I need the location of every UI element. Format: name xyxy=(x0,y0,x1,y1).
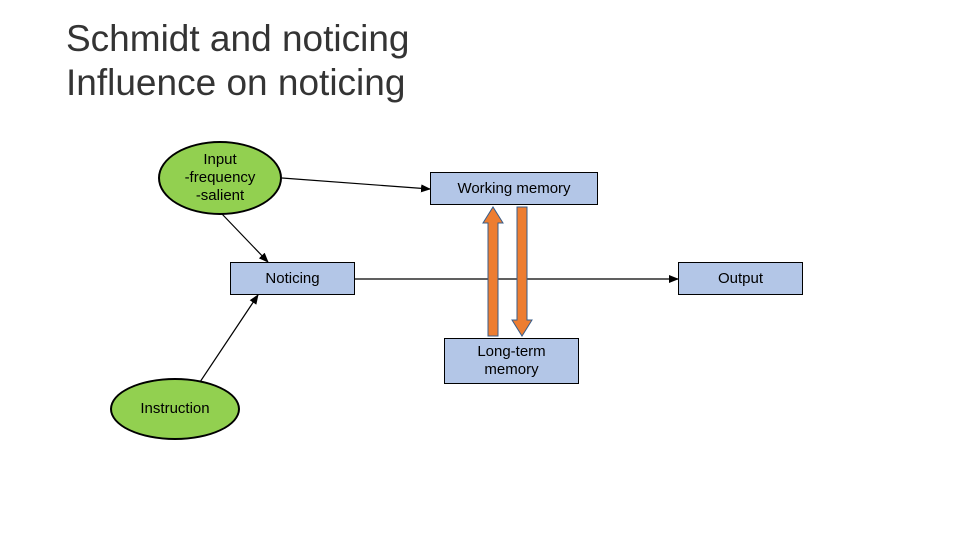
node-instruction: Instruction xyxy=(110,378,240,440)
node-working-memory: Working memory xyxy=(430,172,598,205)
node-noticing: Noticing xyxy=(230,262,355,295)
title-line-2: Influence on noticing xyxy=(66,62,405,104)
node-input: Input -frequency -salient xyxy=(158,141,282,215)
node-long-term-memory: Long-term memory xyxy=(444,338,579,384)
title-line-1: Schmidt and noticing xyxy=(66,18,409,60)
diagram-stage: Schmidt and noticing Influence on notici… xyxy=(0,0,960,540)
node-output: Output xyxy=(678,262,803,295)
